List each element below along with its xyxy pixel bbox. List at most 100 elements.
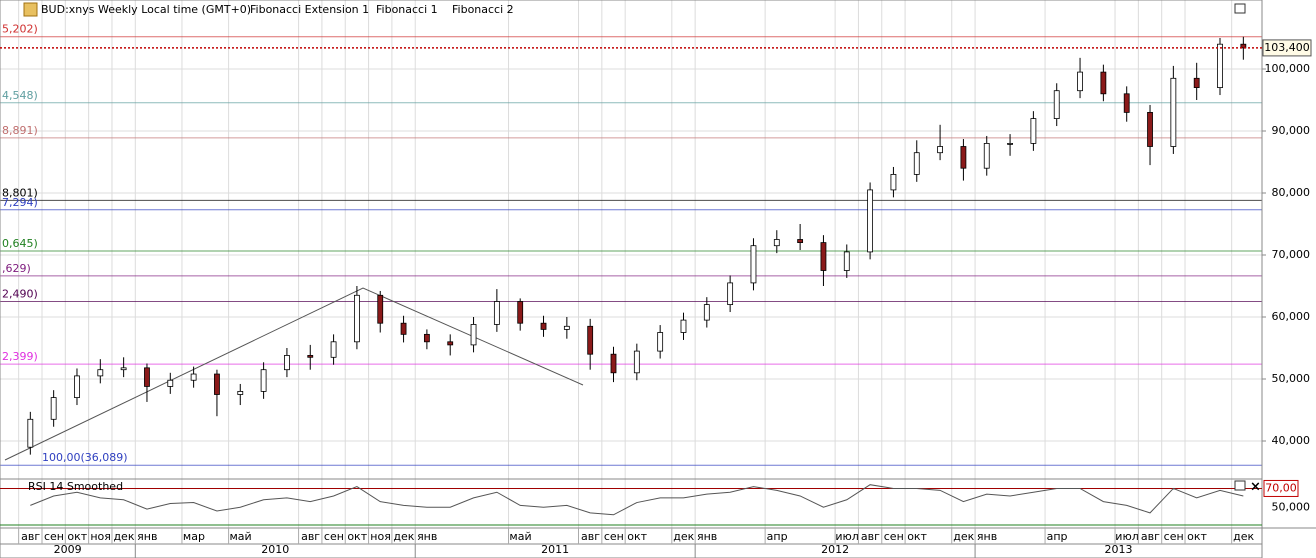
candle-body [750, 245, 757, 284]
year-label: 2009 [54, 543, 82, 556]
candle-body [260, 369, 267, 392]
candle-body [797, 239, 804, 243]
candle-body [120, 367, 127, 371]
maximize-button[interactable] [1234, 3, 1246, 14]
x-tick-label: сен [324, 530, 344, 543]
candle-body [1030, 118, 1037, 144]
year-label: 2012 [821, 543, 849, 556]
fib-label: 0,645) [2, 237, 38, 250]
fib-label: 100,00(36,089) [42, 451, 128, 464]
candle-body [493, 301, 500, 325]
x-tick-label: янв [977, 530, 997, 543]
candle-body [1193, 77, 1200, 88]
x-tick-label: авг [581, 530, 600, 543]
x-tick-label: июл [1115, 530, 1138, 543]
candle-body [1077, 71, 1083, 92]
candle-body [377, 294, 384, 324]
y-tick-label: 100,000 [1265, 62, 1311, 75]
year-label: 2013 [1105, 543, 1133, 556]
fib-levels: 5,202) 4,548) 8,891) 8,801)7,294) 0,645) ,629… [0, 23, 1262, 466]
candle-body [680, 319, 687, 333]
close-button[interactable]: × [1250, 480, 1261, 495]
chart-title[interactable]: BUD:xnys Weekly Local time (GMT+0) [41, 3, 251, 16]
candle-body [284, 355, 290, 371]
x-tick-label: окт [627, 530, 647, 543]
candle-body [307, 355, 314, 358]
candle-body [890, 173, 897, 191]
candle-body [1007, 142, 1013, 145]
candle-body [400, 322, 407, 335]
maximize-button[interactable] [1234, 480, 1246, 491]
x-tick-label: мар [183, 530, 205, 543]
candle-body [470, 324, 477, 346]
x-tick-label: дек [673, 530, 694, 543]
candle-body [517, 301, 524, 324]
candle-body [657, 332, 664, 352]
rsi-title[interactable]: RSI 14 Smoothed [28, 480, 123, 493]
x-tick-label: сен [1164, 530, 1184, 543]
fib-label: 7,294) [2, 196, 38, 209]
candle-body [27, 418, 34, 448]
candle-body [330, 341, 337, 358]
fib-label: 2,490) [2, 288, 38, 301]
candle-body [354, 294, 360, 343]
x-tick-label: сен [604, 530, 624, 543]
x-tick-label: авг [1141, 530, 1160, 543]
candle-body [167, 379, 174, 387]
symbol-icon[interactable] [23, 2, 38, 17]
x-tick-label: дек [393, 530, 414, 543]
candle-body [447, 341, 454, 346]
x-tick-label: ноя [90, 530, 111, 543]
candle-body [820, 242, 827, 271]
candle-body [983, 142, 990, 169]
candle-body [960, 146, 967, 169]
candle-body [50, 397, 57, 420]
last-price-label: 103,400 [1264, 41, 1310, 54]
x-tick-label: авг [861, 530, 880, 543]
fib-extension-line [4, 287, 584, 461]
candle-body [913, 152, 920, 175]
toolbar-item[interactable]: Fibonacci 1 [376, 3, 438, 16]
candle-body [867, 189, 874, 253]
x-tick-label: авг [301, 530, 320, 543]
y-tick-label: 90,000 [1272, 124, 1311, 137]
candle-body [74, 375, 80, 398]
y-tick-label: 60,000 [1272, 310, 1311, 323]
candle-body [190, 373, 197, 381]
x-tick-label: окт [1187, 530, 1207, 543]
x-tick-label: июл [835, 530, 858, 543]
candle-body [237, 390, 244, 395]
candle-body [1170, 77, 1177, 147]
candle-body [1147, 111, 1153, 147]
rsi-line [30, 484, 1244, 516]
last-price-box [1262, 39, 1312, 57]
rsi-panel: 50,000 70,00 [0, 479, 1310, 526]
x-tick-label: окт [907, 530, 927, 543]
toolbar-item[interactable]: Fibonacci 2 [452, 3, 514, 16]
candle-body [727, 282, 734, 305]
candles [27, 36, 1247, 455]
fib-label: 8,891) [2, 124, 38, 137]
candle-body [1240, 43, 1247, 49]
toolbar-item[interactable]: Fibonacci Extension 1 [250, 3, 369, 16]
x-tick-label: май [230, 530, 252, 543]
fib-label: 5,202) [2, 23, 38, 36]
candle-body [563, 325, 570, 330]
y-tick-label: 50,000 [1272, 372, 1311, 385]
candle-body [937, 146, 943, 154]
candle-body [97, 369, 104, 377]
time-axis: авг сен окт ноя дек янв мар май авг сен окт ноя дек я… [18, 528, 1255, 558]
x-tick-label: ноя [370, 530, 391, 543]
x-tick-label: апр [767, 530, 788, 543]
x-tick-label: апр [1047, 530, 1068, 543]
fib-label: 2,399) [2, 350, 38, 363]
x-tick-label: дек [1233, 530, 1254, 543]
candle-body [843, 251, 850, 271]
grid [0, 0, 1262, 528]
candle-body [144, 367, 150, 387]
y-tick-label: 70,000 [1272, 248, 1311, 261]
candle-body [773, 239, 780, 247]
candle-body [540, 322, 547, 330]
candle-body [587, 325, 594, 355]
